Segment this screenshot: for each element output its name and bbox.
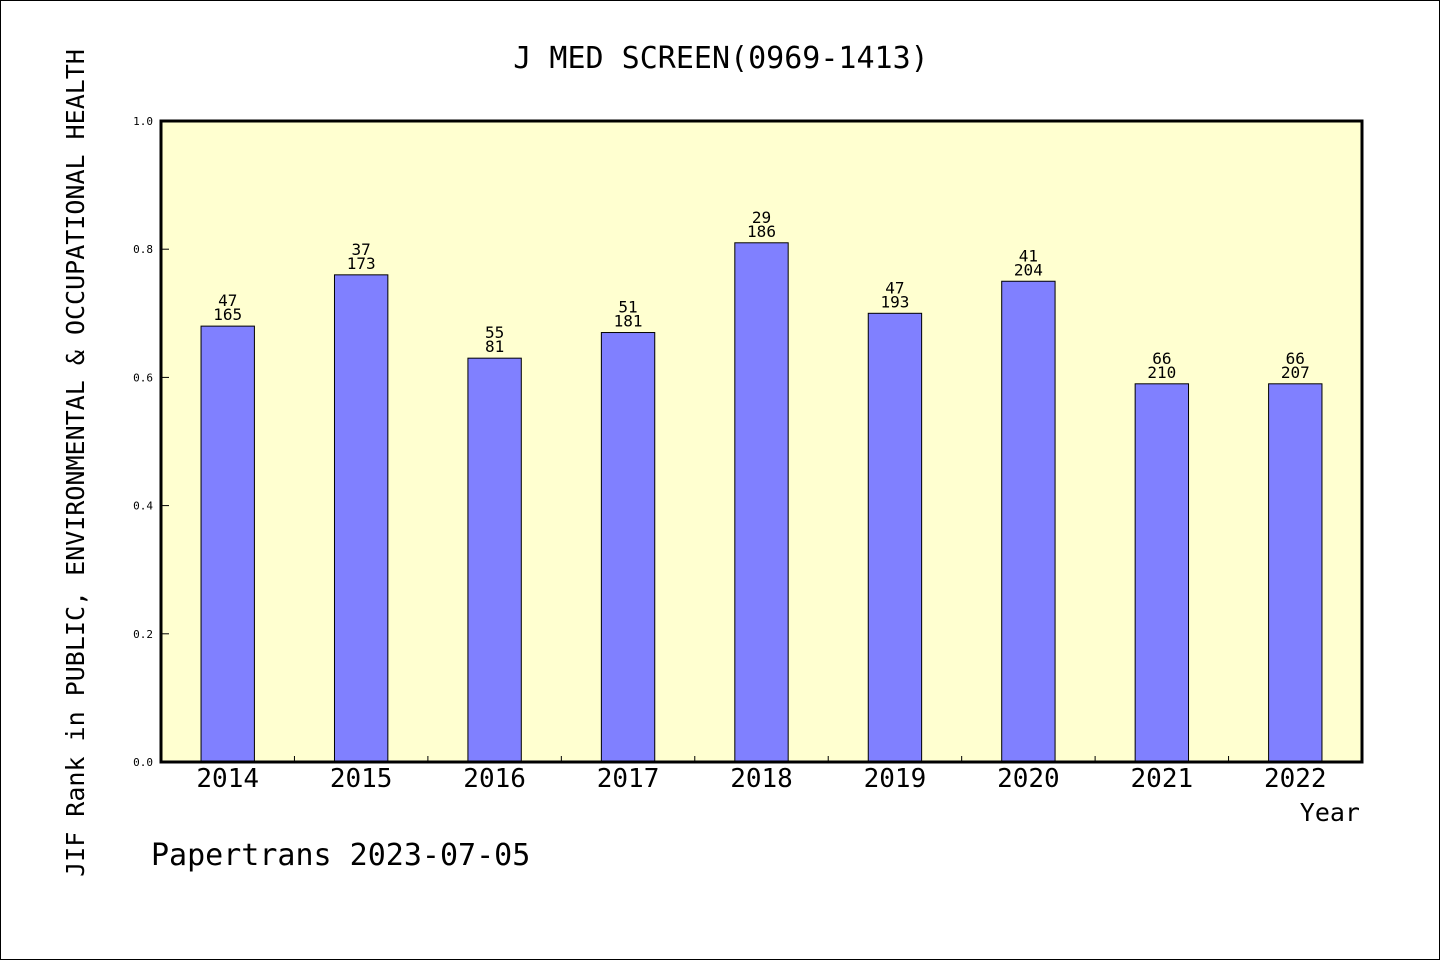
bar-2016 xyxy=(467,357,522,763)
x-tick-label-2015: 2015 xyxy=(330,764,393,794)
bar-total-label-2014: 165 xyxy=(213,305,242,324)
bar-2014 xyxy=(200,325,255,763)
y-tick-label-1.0: 1.0 xyxy=(133,115,153,128)
bar-rank-label-2019: 47 xyxy=(885,278,904,297)
bar-rank-label-2016: 55 xyxy=(485,323,504,342)
bar-total-label-2019: 193 xyxy=(880,292,909,311)
bar-total-label-2020: 204 xyxy=(1014,260,1043,279)
bar-total-label-2016: 81 xyxy=(485,337,504,356)
bar-2020 xyxy=(1001,280,1056,763)
y-tick-label-0.2: 0.2 xyxy=(133,628,153,641)
bar-2022 xyxy=(1268,383,1323,763)
x-tick-label-2021: 2021 xyxy=(1131,764,1194,794)
bar-rank-label-2020: 41 xyxy=(1019,246,1038,265)
bar-rank-label-2014: 47 xyxy=(218,291,237,310)
bar-total-label-2017: 181 xyxy=(614,312,643,331)
bar-total-label-2022: 207 xyxy=(1281,363,1310,382)
y-tick-label-0.6: 0.6 xyxy=(133,371,153,384)
x-tick-label-2017: 2017 xyxy=(597,764,660,794)
bar-2015 xyxy=(333,274,389,763)
bar-2021 xyxy=(1134,383,1190,763)
bars-layer: 4716537173558151181291864719341204662106… xyxy=(200,208,1323,763)
y-tick-label-0.4: 0.4 xyxy=(133,500,153,513)
x-tick-label-2022: 2022 xyxy=(1264,764,1327,794)
bar-total-label-2018: 186 xyxy=(747,222,776,241)
footer-credit: Papertrans 2023-07-05 xyxy=(151,838,530,873)
bar-rank-label-2017: 51 xyxy=(618,298,637,317)
bar-2017 xyxy=(600,332,656,763)
bar-rank-label-2015: 37 xyxy=(352,240,371,259)
bar-2019 xyxy=(867,312,923,763)
x-tick-label-2020: 2020 xyxy=(997,764,1060,794)
x-tick-label-2016: 2016 xyxy=(463,764,526,794)
chart-title: J MED SCREEN(0969-1413) xyxy=(513,41,928,76)
y-axis-label: JIF Rank in PUBLIC, ENVIRONMENTAL & OCCU… xyxy=(61,49,90,877)
bar-total-label-2021: 210 xyxy=(1147,363,1176,382)
plot-border xyxy=(159,119,1364,764)
x-tick-label-2018: 2018 xyxy=(730,764,793,794)
bar-rank-label-2018: 29 xyxy=(752,208,771,227)
bar-rank-label-2022: 66 xyxy=(1286,349,1305,368)
y-tick-label-0.8: 0.8 xyxy=(133,243,153,256)
bar-total-label-2015: 173 xyxy=(347,254,376,273)
x-axis-label: Year xyxy=(1300,798,1360,827)
bar-2018 xyxy=(734,242,789,763)
ticks-layer: 2014 2015 2016 2017 2018 2019 2020 2021 2022 0.0 0… xyxy=(133,115,1326,794)
x-tick-label-2019: 2019 xyxy=(864,764,927,794)
y-tick-label-0.0: 0.0 xyxy=(133,756,153,769)
x-tick-label-2014: 2014 xyxy=(196,764,259,794)
bar-rank-label-2021: 66 xyxy=(1152,349,1171,368)
